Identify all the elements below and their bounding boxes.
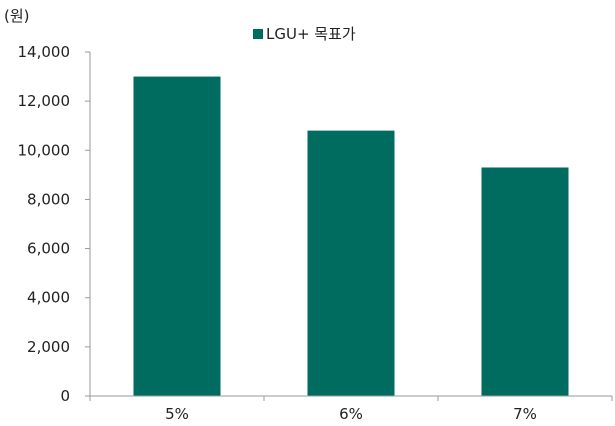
x-tick-label: 6% <box>339 405 363 423</box>
legend-swatch <box>253 29 263 39</box>
legend: LGU+ 목표가 <box>253 25 356 43</box>
x-tick-label: 7% <box>513 405 537 423</box>
y-tick-label: 14,000 <box>18 43 71 61</box>
bar <box>133 76 221 397</box>
y-tick-label: 10,000 <box>18 141 71 159</box>
x-axis: 5% 6% 7% <box>89 395 613 423</box>
y-axis-unit-label: (원) <box>4 7 30 25</box>
bar <box>307 130 395 396</box>
legend-label-series: LGU+ 목표가 <box>266 25 356 43</box>
y-tick-label: 0 <box>60 387 70 405</box>
y-tick-label: 8,000 <box>27 190 70 208</box>
bars <box>133 76 569 397</box>
y-tick-label: 2,000 <box>27 338 70 356</box>
y-tick-label: 4,000 <box>27 289 70 307</box>
x-tick-label: 5% <box>165 405 189 423</box>
bar <box>481 167 569 396</box>
y-tick-label: 6,000 <box>27 240 70 258</box>
y-axis: 0 2,000 4,000 6,000 8,000 10,000 12,000 14,000 <box>18 43 91 405</box>
y-tick-label: 12,000 <box>18 92 71 110</box>
